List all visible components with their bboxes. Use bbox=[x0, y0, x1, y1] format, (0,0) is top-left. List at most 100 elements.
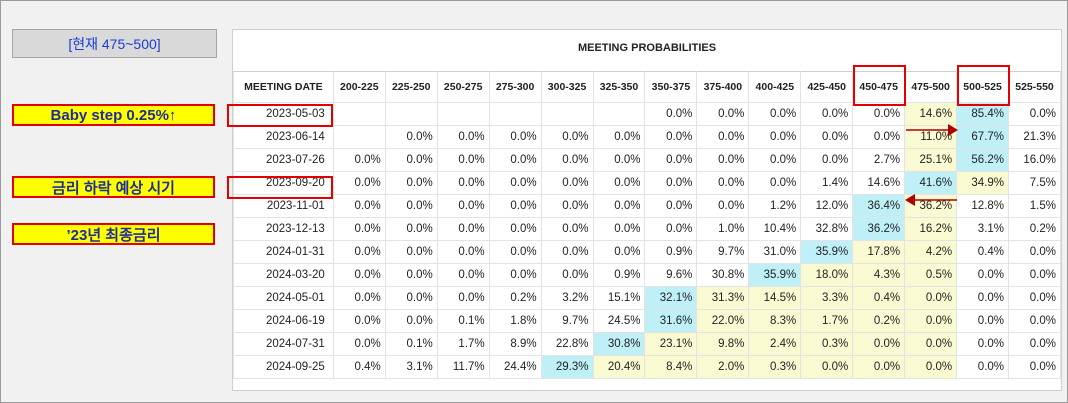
probability-cell: 0.0% bbox=[436, 171, 490, 195]
probability-cell: 0.0% bbox=[488, 148, 542, 172]
probability-cell bbox=[592, 102, 646, 126]
table-row: 2024-09-25 0.4% 3.1% 11.7% 24.4% 29.3% 20.4% 8.… bbox=[233, 355, 1061, 379]
probability-cell: 0.0% bbox=[644, 148, 698, 172]
meeting-date-cell: 2023-12-13 bbox=[233, 217, 334, 241]
probability-cell: 31.6% bbox=[644, 309, 698, 333]
probability-cell: 34.9% bbox=[956, 171, 1010, 195]
probability-cell: 0.0% bbox=[592, 171, 646, 195]
probability-cell: 32.8% bbox=[800, 217, 854, 241]
probability-cell: 0.0% bbox=[592, 240, 646, 264]
column-header-525-550: 525-550 bbox=[1008, 71, 1061, 103]
probability-cell: 41.6% bbox=[904, 171, 958, 195]
probability-cell: 2.4% bbox=[748, 332, 802, 356]
probability-cell: 0.0% bbox=[332, 263, 386, 287]
probability-cell: 0.0% bbox=[696, 148, 750, 172]
probability-cell: 0.0% bbox=[956, 286, 1010, 310]
probability-cell: 36.4% bbox=[852, 194, 906, 218]
table-row: 2023-11-01 0.0% 0.0% 0.0% 0.0% 0.0% 0.0% 0.0% 0.… bbox=[233, 194, 1061, 218]
probability-cell: 7.5% bbox=[1008, 171, 1061, 195]
probability-cell bbox=[540, 102, 594, 126]
probability-cell: 11.0% bbox=[904, 125, 958, 149]
probability-cell: 21.3% bbox=[1008, 125, 1061, 149]
column-header-300-325: 300-325 bbox=[540, 71, 594, 103]
probability-cell: 0.0% bbox=[488, 240, 542, 264]
probability-cell: 0.0% bbox=[384, 194, 438, 218]
probability-cell: 0.5% bbox=[904, 263, 958, 287]
probability-table: MEETING DATE 200-225 225-250 250-275 275-30… bbox=[233, 71, 1061, 379]
probability-cell: 14.6% bbox=[904, 102, 958, 126]
probability-cell bbox=[332, 102, 386, 126]
probability-cell: 0.0% bbox=[540, 217, 594, 241]
probability-cell: 0.4% bbox=[332, 355, 386, 379]
probability-cell: 0.0% bbox=[748, 148, 802, 172]
column-header-250-275: 250-275 bbox=[436, 71, 490, 103]
probability-cell: 12.8% bbox=[956, 194, 1010, 218]
probability-cell: 0.0% bbox=[800, 102, 854, 126]
column-header-275-300: 275-300 bbox=[488, 71, 542, 103]
column-header-200-225: 200-225 bbox=[332, 71, 386, 103]
probability-cell: 31.3% bbox=[696, 286, 750, 310]
table-row: 2024-05-01 0.0% 0.0% 0.0% 0.2% 3.2% 15.1% 32.1%… bbox=[233, 286, 1061, 310]
probability-cell: 20.4% bbox=[592, 355, 646, 379]
table-row: 2023-05-03 0.0% 0.0% 0.0% 0.0% 0.0% 14.6% 85.4%… bbox=[233, 102, 1061, 126]
meeting-date-cell: 2023-06-14 bbox=[233, 125, 334, 149]
probability-cell: 0.0% bbox=[852, 125, 906, 149]
probability-cell: 9.8% bbox=[696, 332, 750, 356]
column-header-375-400: 375-400 bbox=[696, 71, 750, 103]
probability-cell: 3.1% bbox=[956, 217, 1010, 241]
probability-cell: 0.0% bbox=[436, 194, 490, 218]
probability-cell: 0.0% bbox=[488, 263, 542, 287]
probability-cell bbox=[384, 102, 438, 126]
column-header-225-250: 225-250 bbox=[384, 71, 438, 103]
column-header-date: MEETING DATE bbox=[233, 71, 334, 103]
probability-cell: 0.0% bbox=[904, 355, 958, 379]
table-row: 2024-07-31 0.0% 0.1% 1.7% 8.9% 22.8% 30.8% 23.1… bbox=[233, 332, 1061, 356]
probability-cell: 0.0% bbox=[540, 194, 594, 218]
probability-cell: 0.0% bbox=[1008, 263, 1061, 287]
probability-cell: 0.0% bbox=[852, 355, 906, 379]
probability-cell: 0.0% bbox=[956, 309, 1010, 333]
probability-cell: 0.0% bbox=[644, 125, 698, 149]
probability-cell: 1.5% bbox=[1008, 194, 1061, 218]
meeting-date-cell: 2023-07-26 bbox=[233, 148, 334, 172]
probability-cell: 0.1% bbox=[384, 332, 438, 356]
probability-cell: 22.0% bbox=[696, 309, 750, 333]
probability-cell: 0.0% bbox=[904, 332, 958, 356]
probability-cell: 9.7% bbox=[696, 240, 750, 264]
probability-cell: 30.8% bbox=[592, 332, 646, 356]
probability-cell bbox=[488, 102, 542, 126]
probability-cell bbox=[332, 125, 386, 149]
probability-cell: 0.4% bbox=[852, 286, 906, 310]
probability-cell: 0.3% bbox=[748, 355, 802, 379]
table-body: 2023-05-03 0.0% 0.0% 0.0% 0.0% 0.0% 14.6% 85.4%… bbox=[233, 102, 1061, 379]
probability-cell: 24.5% bbox=[592, 309, 646, 333]
probability-cell: 8.9% bbox=[488, 332, 542, 356]
probability-cell: 16.2% bbox=[904, 217, 958, 241]
meeting-date-cell: 2023-11-01 bbox=[233, 194, 334, 218]
probability-cell: 0.0% bbox=[436, 217, 490, 241]
probability-cell: 0.0% bbox=[1008, 102, 1061, 126]
probability-cell: 0.0% bbox=[956, 355, 1010, 379]
probability-cell: 0.0% bbox=[540, 263, 594, 287]
probability-cell: 0.0% bbox=[332, 309, 386, 333]
probability-cell: 0.0% bbox=[488, 171, 542, 195]
probability-cell: 8.4% bbox=[644, 355, 698, 379]
probability-cell: 0.0% bbox=[540, 240, 594, 264]
probability-cell: 0.0% bbox=[748, 171, 802, 195]
note-final-rate-2023: ’23년 최종금리 bbox=[12, 223, 215, 245]
probability-cell: 0.0% bbox=[800, 355, 854, 379]
probability-cell: 0.0% bbox=[696, 171, 750, 195]
column-header-475-500: 475-500 bbox=[904, 71, 958, 103]
probability-cell: 29.3% bbox=[540, 355, 594, 379]
probability-cell: 12.0% bbox=[800, 194, 854, 218]
probability-cell: 22.8% bbox=[540, 332, 594, 356]
probability-cell: 56.2% bbox=[956, 148, 1010, 172]
probability-cell: 3.1% bbox=[384, 355, 438, 379]
probability-cell: 0.0% bbox=[332, 217, 386, 241]
probability-cell: 36.2% bbox=[852, 217, 906, 241]
probability-cell: 35.9% bbox=[748, 263, 802, 287]
probability-cell: 0.0% bbox=[540, 148, 594, 172]
meeting-date-cell: 2024-06-19 bbox=[233, 309, 334, 333]
probability-cell: 0.0% bbox=[488, 194, 542, 218]
header-row: MEETING DATE 200-225 225-250 250-275 275-30… bbox=[233, 71, 1061, 103]
